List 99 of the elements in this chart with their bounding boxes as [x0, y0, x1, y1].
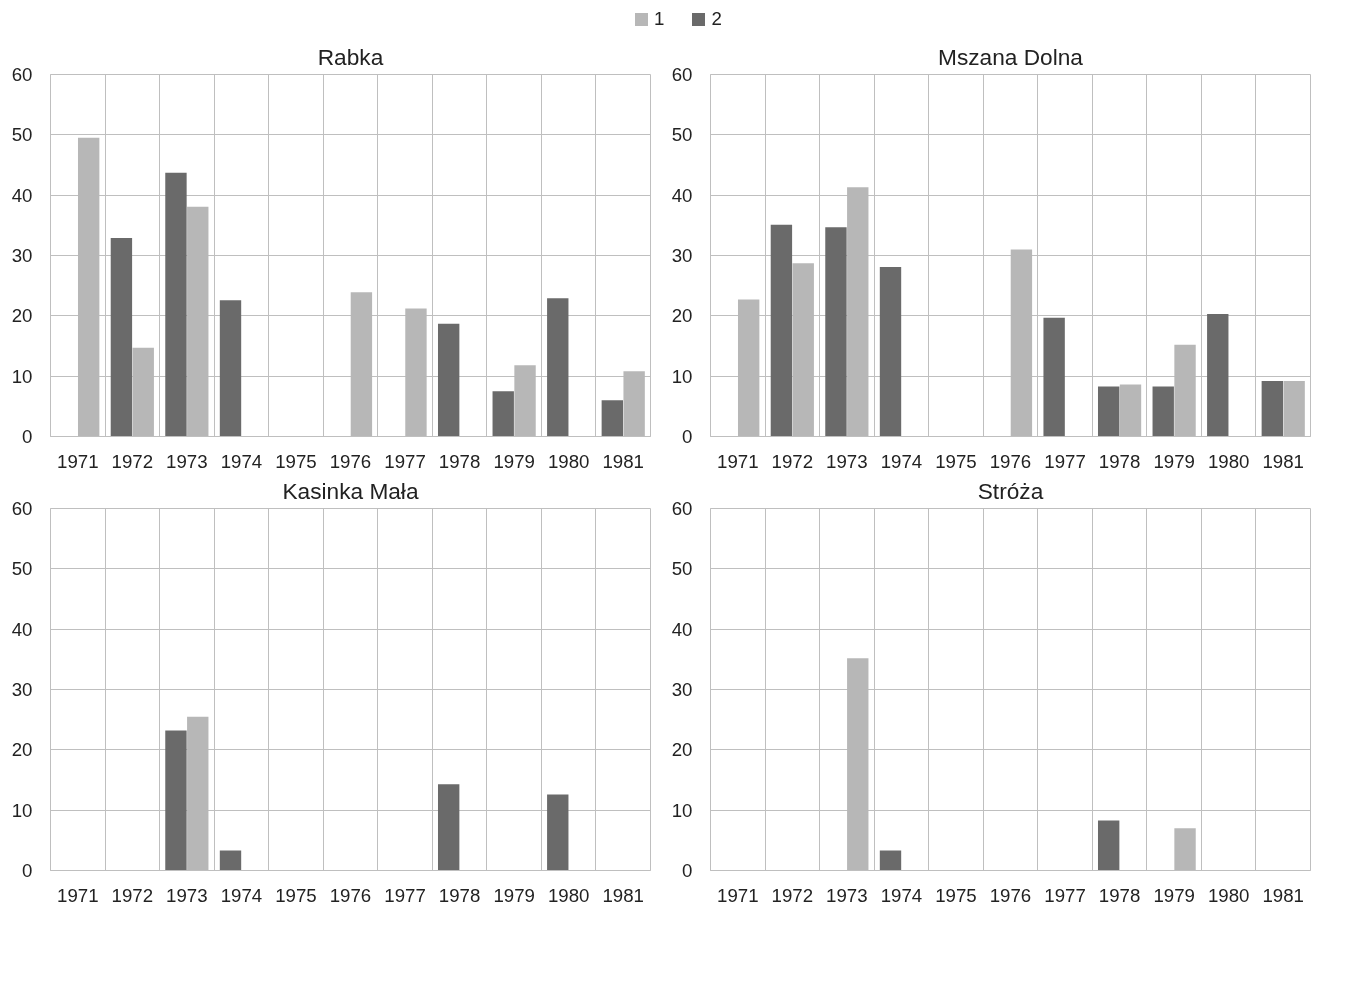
- bar: [1097, 820, 1120, 871]
- x-tick-label: 1980: [547, 450, 590, 472]
- y-tick-label: 60: [671, 64, 693, 85]
- y-tick-label: 10: [671, 799, 693, 821]
- x-tick-label: 1981: [602, 884, 644, 906]
- x-tick-label: 1974: [220, 884, 263, 906]
- bar: [219, 300, 242, 437]
- bar: [1152, 386, 1174, 437]
- bar: [1097, 386, 1120, 437]
- y-tick-label: 20: [671, 739, 693, 761]
- x-tick-label: 1971: [717, 884, 759, 906]
- y-tick-label: 30: [11, 245, 33, 266]
- x-tick-label: 1974: [220, 450, 263, 472]
- bar: [492, 391, 514, 437]
- bar: [165, 172, 187, 437]
- x-tick-label: 1981: [1262, 884, 1304, 906]
- x-tick-label: 1978: [1098, 450, 1141, 472]
- x-tick-label: 1973: [166, 450, 208, 472]
- y-tick-label: 0: [682, 426, 693, 447]
- x-tick-label: 1971: [57, 450, 99, 472]
- x-tick-label: 1977: [1044, 884, 1086, 906]
- x-tick-label: 1979: [493, 884, 535, 906]
- x-tick-label: 1976: [329, 450, 372, 472]
- x-tick-label: 1976: [329, 884, 372, 906]
- y-tick-label: 10: [671, 365, 693, 387]
- x-tick-label: 1976: [989, 884, 1032, 906]
- bar: [825, 227, 847, 437]
- x-tick-label: 1975: [935, 884, 977, 906]
- chart-title: Rabka: [317, 43, 384, 70]
- bar: [437, 784, 460, 871]
- x-tick-label: 1978: [438, 450, 481, 472]
- bar: [219, 850, 242, 871]
- x-tick-label: 1971: [57, 884, 99, 906]
- y-tick-label: 30: [11, 679, 33, 700]
- y-tick-label: 60: [671, 498, 693, 519]
- chart-title: Kasinka Mała: [282, 477, 419, 504]
- y-tick-label: 40: [11, 184, 33, 206]
- x-tick-label: 1973: [166, 884, 208, 906]
- x-tick-label: 1977: [1044, 450, 1086, 472]
- y-tick-label: 0: [682, 860, 693, 881]
- x-tick-label: 1975: [275, 884, 317, 906]
- x-tick-label: 1975: [275, 450, 317, 472]
- x-tick-label: 1979: [493, 450, 535, 472]
- bar: [1043, 317, 1065, 437]
- y-tick-label: 40: [671, 184, 693, 206]
- bar: [1261, 380, 1284, 437]
- y-tick-label: 60: [11, 498, 33, 519]
- x-tick-label: 1980: [1207, 884, 1250, 906]
- x-tick-label: 1978: [438, 884, 481, 906]
- bar: [437, 323, 460, 437]
- x-tick-label: 1971: [717, 450, 759, 472]
- y-tick-label: 50: [11, 558, 33, 580]
- y-tick-label: 40: [671, 618, 693, 640]
- bar: [879, 850, 902, 871]
- x-tick-label: 1979: [1153, 884, 1195, 906]
- y-tick-label: 0: [22, 860, 33, 881]
- y-tick-label: 20: [671, 305, 693, 327]
- bar: [601, 400, 624, 437]
- y-tick-label: 40: [11, 618, 33, 640]
- legend-label: 1: [654, 7, 665, 29]
- x-tick-label: 1981: [602, 450, 644, 472]
- x-tick-label: 1974: [880, 884, 923, 906]
- x-tick-label: 1977: [384, 884, 426, 906]
- x-tick-label: 1972: [771, 884, 814, 906]
- x-tick-label: 1978: [1098, 884, 1141, 906]
- legend-label: 2: [711, 7, 722, 29]
- bar: [770, 224, 793, 437]
- y-tick-label: 20: [11, 305, 33, 327]
- x-tick-label: 1972: [111, 884, 154, 906]
- y-tick-label: 10: [11, 799, 33, 821]
- chart-title: Stróża: [977, 477, 1044, 504]
- bar: [165, 730, 187, 871]
- x-tick-label: 1980: [547, 884, 590, 906]
- x-tick-label: 1972: [771, 450, 814, 472]
- bar: [1207, 314, 1229, 437]
- y-tick-label: 20: [11, 739, 33, 761]
- y-tick-label: 50: [671, 124, 693, 146]
- bar: [547, 298, 569, 437]
- y-tick-label: 60: [11, 64, 33, 85]
- x-tick-label: 1975: [935, 450, 977, 472]
- y-tick-label: 50: [11, 124, 33, 146]
- x-tick-label: 1973: [826, 450, 868, 472]
- x-tick-label: 1977: [384, 450, 426, 472]
- x-tick-label: 1976: [989, 450, 1032, 472]
- x-tick-label: 1972: [111, 450, 154, 472]
- y-tick-label: 30: [671, 245, 693, 266]
- bar: [110, 238, 133, 437]
- x-tick-label: 1980: [1207, 450, 1250, 472]
- bar: [547, 794, 569, 871]
- x-tick-label: 1981: [1262, 450, 1304, 472]
- y-tick-label: 10: [11, 365, 33, 387]
- y-tick-label: 0: [22, 426, 33, 447]
- y-tick-label: 30: [671, 679, 693, 700]
- chart-title: Mszana Dolna: [938, 43, 1084, 70]
- y-tick-label: 50: [671, 558, 693, 580]
- x-tick-label: 1974: [880, 450, 923, 472]
- x-tick-label: 1979: [1153, 450, 1195, 472]
- bar: [879, 266, 902, 437]
- x-tick-label: 1973: [826, 884, 868, 906]
